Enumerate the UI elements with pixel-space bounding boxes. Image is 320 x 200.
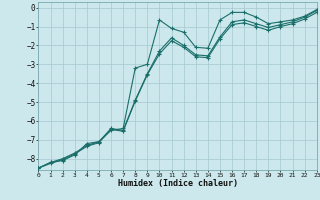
X-axis label: Humidex (Indice chaleur): Humidex (Indice chaleur) [118,179,238,188]
